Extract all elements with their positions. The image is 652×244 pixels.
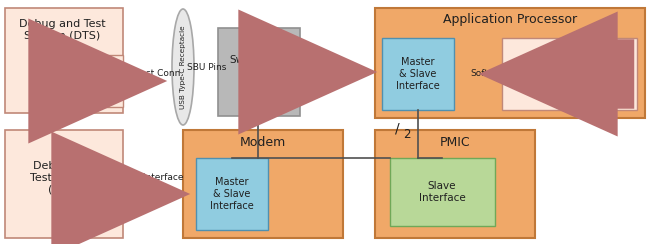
Bar [390,158,495,226]
Bar [375,130,535,238]
Text: Application Processor: Application Processor [443,13,577,27]
Bar [196,158,268,230]
Bar [382,38,454,110]
Text: Switch/Mux
For USB
Type-C: Switch/Mux For USB Type-C [229,55,289,89]
Text: Slave
Interface: Slave Interface [419,181,466,203]
Bar [218,28,300,116]
Text: Software: Software [470,70,510,79]
Text: Debug and
Test System
(DTS): Debug and Test System (DTS) [31,161,98,195]
Text: Master
& Slave
Interface: Master & Slave Interface [210,177,254,211]
Bar [502,38,637,110]
Text: Direct Conn.: Direct Conn. [127,69,183,78]
Text: /: / [394,121,399,135]
Bar [183,130,343,238]
Text: SBU Pins: SBU Pins [187,62,227,71]
Text: 2: 2 [403,128,411,141]
Bar [375,8,645,118]
Text: Master
& Slave
Interface: Master & Slave Interface [396,57,440,91]
Text: Debug and
Test System
(DTS): Debug and Test System (DTS) [541,57,599,91]
Text: Master
Interface: Master Interface [67,70,111,92]
Text: Debug and Test
System (DTS): Debug and Test System (DTS) [19,19,106,41]
Bar [5,130,123,238]
Ellipse shape [172,9,194,125]
Bar [55,55,123,107]
Text: PMIC: PMIC [439,136,470,150]
Text: USB Type-C Receptacle: USB Type-C Receptacle [180,25,186,109]
Text: Modem: Modem [240,136,286,150]
Bar [5,8,123,113]
Text: Network Interface: Network Interface [102,173,184,183]
